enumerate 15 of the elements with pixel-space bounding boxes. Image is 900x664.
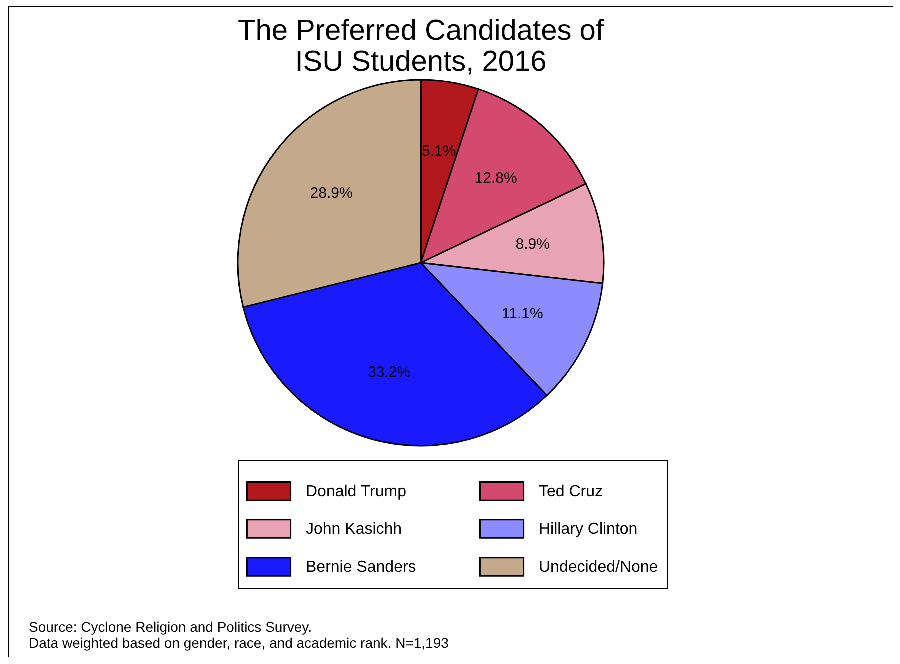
data-label: 28.9% [310,185,352,202]
data-label: 11.1% [501,306,543,323]
legend-label: Bernie Sanders [306,559,416,576]
legend-label: Undecided/None [538,559,658,576]
data-label: 5.1% [422,142,456,160]
data-label: 33.2% [368,364,410,381]
data-label: 8.9% [515,236,550,254]
legend-label: Ted Cruz [538,483,603,500]
data-label: 12.8% [474,170,517,187]
legend-label: Hillary Clinton [538,521,638,538]
text: Data weighted based on gender, race, and academic rank. N=1,193 [29,635,449,651]
source-note: Source: Cyclone Religion and Politics Survey. [29,619,313,635]
legend-label: John Kasichh [306,521,402,538]
chart-title: The Preferred Candidates of ISU Students, 2016 [238,15,604,78]
legend-label: Donald Trump [306,483,406,500]
